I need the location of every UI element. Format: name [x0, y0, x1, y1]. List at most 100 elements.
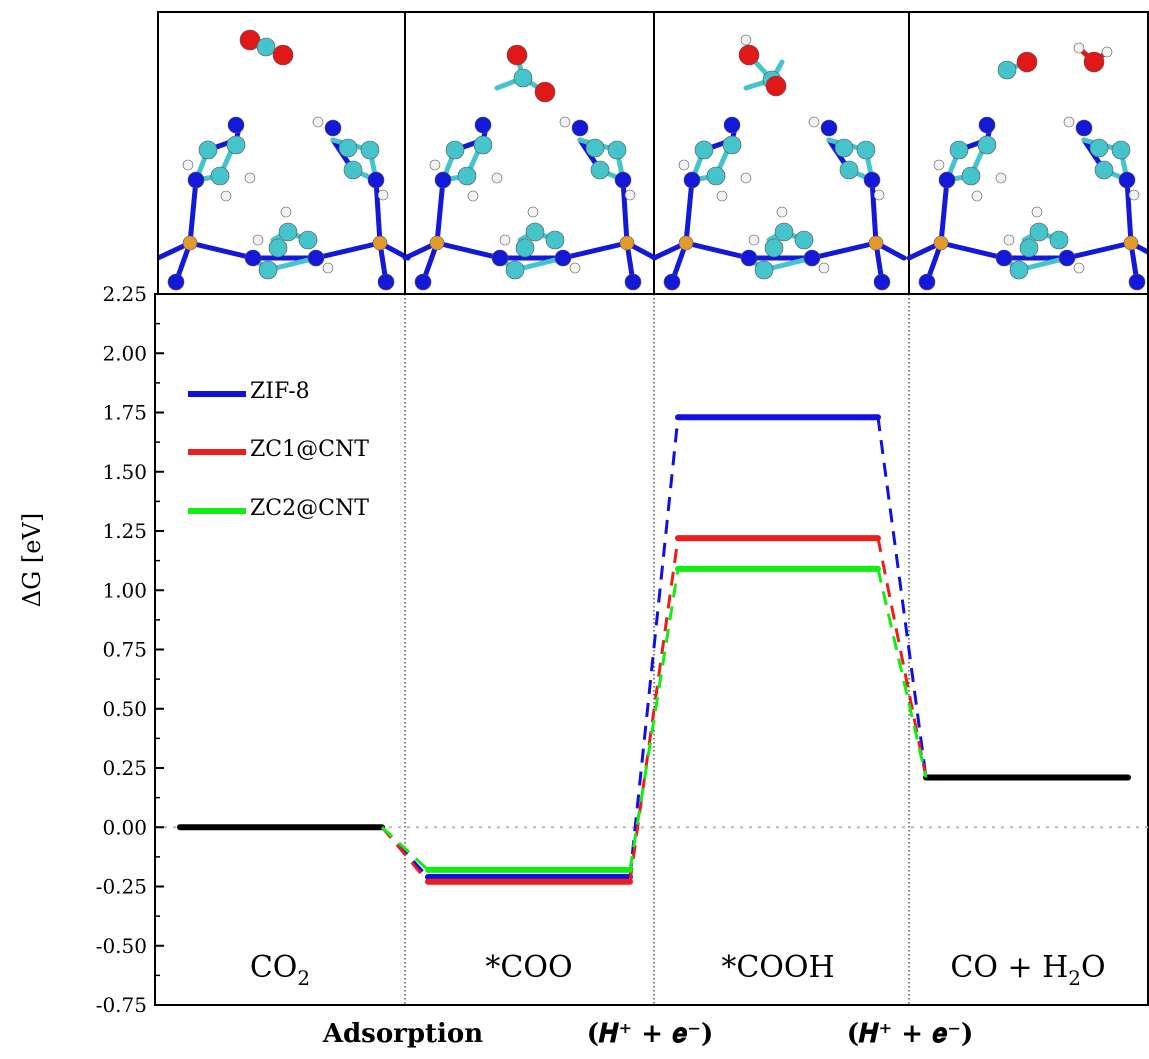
atom: [324, 119, 342, 137]
atom: [227, 116, 245, 134]
atom: [226, 135, 246, 155]
y-tick-label: -0.50: [96, 934, 147, 958]
y-tick-label: -0.25: [96, 875, 147, 899]
atom: [722, 135, 742, 155]
atom: [740, 249, 758, 267]
atom: [995, 172, 1007, 184]
structure-panel-3: [651, 12, 907, 294]
atom: [619, 235, 635, 251]
atom: [1009, 260, 1029, 280]
atom: [322, 262, 334, 274]
atom: [534, 81, 556, 103]
bond: [809, 240, 879, 261]
atom: [971, 190, 983, 202]
step-label-proton-electron-2: (𝑯⁺ + 𝒆⁻): [847, 1019, 974, 1049]
y-tick-label: 0.25: [102, 756, 147, 780]
y-tick-label: 2.00: [102, 341, 147, 365]
y-axis-title: ΔG [eV]: [18, 513, 46, 607]
atom: [716, 190, 728, 202]
atom: [624, 189, 636, 201]
legend-label: ZC2@CNT: [250, 496, 369, 521]
atom: [505, 260, 525, 280]
atom: [1031, 206, 1043, 218]
atom: [997, 60, 1017, 80]
atom: [429, 159, 441, 171]
y-tick-label: 1.50: [102, 460, 147, 484]
atom: [765, 75, 787, 97]
plot-area: -0.75 -0.50 -0.25 0.00 0.25 0.50 0.75 1.00 1.25 1…: [96, 282, 1149, 1017]
atom: [694, 140, 714, 160]
atom: [198, 140, 218, 160]
series-zc2-cnt: [380, 565, 928, 873]
atom: [1083, 51, 1105, 73]
y-tick-label: 1.75: [102, 401, 147, 425]
structure-panel-2: [402, 12, 658, 294]
atom: [1128, 273, 1146, 291]
atom: [220, 190, 232, 202]
atom: [856, 140, 876, 160]
atom: [607, 140, 627, 160]
atom: [499, 234, 511, 246]
atom: [1123, 235, 1139, 251]
atom: [764, 238, 784, 258]
bond: [869, 177, 879, 246]
atom: [545, 230, 565, 250]
atom: [938, 171, 956, 189]
atom: [434, 171, 452, 189]
atom: [1094, 160, 1114, 180]
atom: [525, 222, 545, 242]
atom: [839, 160, 859, 180]
bond: [1064, 240, 1134, 261]
atom: [1029, 222, 1049, 242]
atom: [1003, 234, 1015, 246]
atom: [774, 222, 794, 242]
atom: [918, 273, 936, 291]
atom: [1089, 138, 1109, 158]
atom: [182, 235, 198, 251]
structure-panel-1: [158, 12, 411, 294]
atom: [663, 273, 681, 291]
y-tick-label: 0.50: [102, 697, 147, 721]
atom: [803, 249, 821, 267]
atom: [377, 189, 389, 201]
atom: [182, 159, 194, 171]
bond: [434, 177, 446, 246]
atom: [527, 206, 539, 218]
bond: [938, 240, 1007, 261]
atom: [569, 262, 581, 274]
transition-connector: [628, 417, 680, 878]
atom: [738, 44, 760, 66]
atom: [961, 166, 981, 186]
atom: [372, 235, 388, 251]
bond: [620, 177, 630, 246]
atom: [754, 260, 774, 280]
atom: [949, 140, 969, 160]
atom: [1128, 189, 1140, 201]
stage-label: *COOH: [721, 950, 834, 985]
atom: [491, 172, 503, 184]
y-tick-label: 1.25: [102, 519, 147, 543]
atom: [506, 44, 528, 66]
transition-connector: [876, 537, 928, 778]
legend-item: ZC2@CNT: [188, 496, 369, 521]
atom: [1118, 171, 1136, 189]
atom: [187, 171, 205, 189]
atom: [268, 238, 288, 258]
atom: [1111, 140, 1131, 160]
atom: [740, 34, 752, 46]
atom: [338, 138, 358, 158]
atom: [307, 249, 325, 267]
bond: [683, 240, 752, 261]
structure-panel-4: [906, 12, 1149, 294]
atom: [1049, 230, 1069, 250]
atom: [748, 234, 760, 246]
atom: [491, 249, 509, 267]
y-tick-label: 1.00: [102, 578, 147, 602]
atom: [272, 44, 294, 66]
atom: [515, 238, 535, 258]
atom: [1073, 42, 1085, 54]
transition-connector: [876, 568, 928, 778]
atom: [258, 260, 278, 280]
bond: [373, 177, 383, 246]
atom: [1016, 51, 1038, 73]
